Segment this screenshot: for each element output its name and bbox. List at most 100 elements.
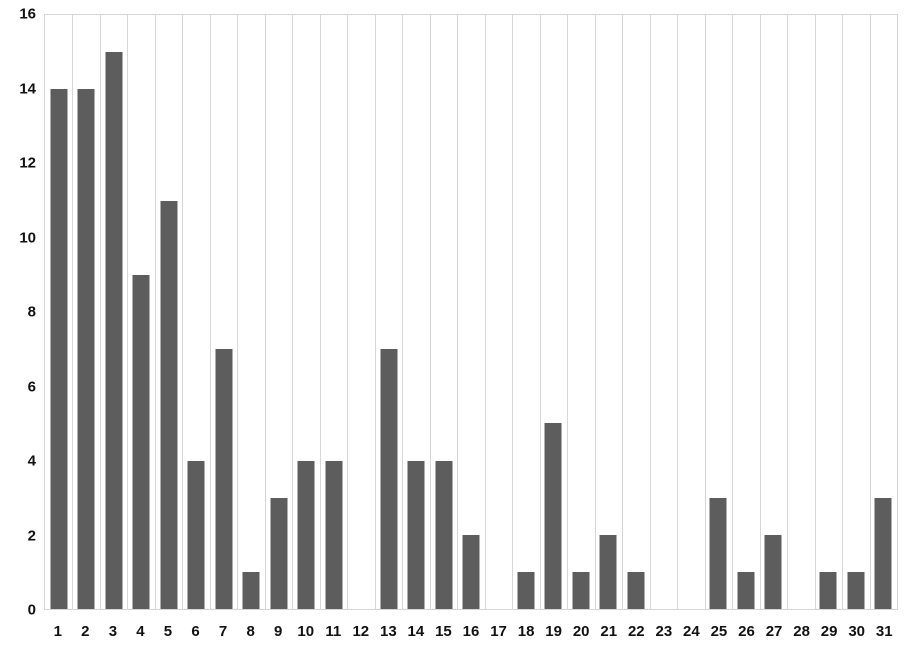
- bar-day-16: [462, 534, 480, 609]
- bar-day-30: [847, 571, 865, 609]
- vertical-gridline: [814, 15, 816, 609]
- y-tick-label-6: 6: [27, 378, 36, 395]
- x-tick-label-27: 27: [765, 623, 783, 640]
- bar-day-5: [160, 200, 178, 609]
- vertical-gridline: [594, 15, 596, 609]
- bar-day-15: [435, 460, 453, 609]
- bar-day-8: [242, 571, 260, 609]
- bar-day-29: [819, 571, 837, 609]
- x-tick-label-31: 31: [875, 623, 893, 640]
- bar-day-10: [297, 460, 315, 609]
- bar-day-3: [105, 52, 123, 609]
- x-tick-label-18: 18: [517, 623, 535, 640]
- x-tick-label-21: 21: [600, 623, 618, 640]
- x-tick-label-14: 14: [407, 623, 425, 640]
- y-tick-label-0: 0: [27, 601, 36, 619]
- x-tick-label-5: 5: [163, 623, 173, 640]
- x-tick-label-12: 12: [352, 623, 370, 640]
- x-tick-label-9: 9: [273, 623, 283, 640]
- bar-day-22: [627, 571, 645, 609]
- vertical-gridline: [622, 15, 624, 609]
- x-tick-label-25: 25: [710, 623, 728, 640]
- x-tick-label-13: 13: [380, 623, 397, 640]
- vertical-gridline: [484, 15, 486, 609]
- x-tick-label-26: 26: [738, 623, 755, 640]
- vertical-gridline: [99, 15, 101, 609]
- x-tick-label-3: 3: [108, 623, 118, 640]
- vertical-gridline: [759, 15, 761, 609]
- vertical-gridline: [292, 15, 294, 609]
- vertical-gridline: [567, 15, 569, 609]
- plot-area: [44, 14, 898, 610]
- bar-day-11: [325, 460, 343, 609]
- x-tick-label-2: 2: [81, 623, 90, 640]
- x-axis: 1 2 3 4 5 6 7 8 9 10 11 12 13 14 15 16 17 18 19 20 21 22 23 24 2…: [44, 610, 898, 650]
- bar-day-25: [709, 497, 727, 609]
- vertical-gridline: [154, 15, 156, 609]
- bar-day-7: [215, 349, 233, 609]
- bar-day-19: [544, 423, 562, 609]
- bar-day-2: [77, 89, 95, 609]
- bar-day-1: [50, 89, 68, 609]
- vertical-gridline: [732, 15, 734, 609]
- vertical-gridline: [539, 15, 541, 609]
- y-tick-label-2: 2: [27, 527, 36, 544]
- vertical-gridline: [347, 15, 349, 609]
- bar-day-4: [132, 274, 150, 609]
- vertical-gridline: [649, 15, 651, 609]
- y-axis: 0 2 4 6 8 10 12 14 16: [0, 7, 36, 618]
- x-tick-label-11: 11: [325, 623, 342, 640]
- vertical-gridline: [457, 15, 459, 609]
- x-tick-label-15: 15: [435, 623, 452, 640]
- vertical-gridline: [182, 15, 184, 609]
- vertical-gridline: [704, 15, 706, 609]
- vertical-gridline: [319, 15, 321, 609]
- x-tick-label-16: 16: [462, 623, 480, 640]
- bar-day-6: [187, 460, 205, 609]
- x-tick-label-29: 29: [820, 623, 838, 640]
- vertical-gridline: [264, 15, 266, 609]
- y-tick-label-4: 4: [27, 452, 36, 470]
- vertical-gridline: [842, 15, 844, 609]
- bar-day-9: [270, 497, 288, 609]
- vertical-gridline: [869, 15, 871, 609]
- y-tick-label-12: 12: [19, 154, 36, 172]
- x-tick-label-20: 20: [572, 623, 590, 640]
- bar-day-31: [874, 497, 892, 609]
- x-tick-label-19: 19: [545, 623, 562, 640]
- x-tick-label-1: 1: [53, 623, 62, 640]
- vertical-gridline: [677, 15, 679, 609]
- bar-day-13: [380, 349, 398, 609]
- x-tick-label-23: 23: [655, 623, 673, 640]
- vertical-gridline: [787, 15, 789, 609]
- bar-day-14: [407, 460, 425, 609]
- x-tick-label-17: 17: [490, 623, 507, 640]
- x-tick-label-28: 28: [793, 623, 810, 640]
- y-tick-label-14: 14: [19, 80, 36, 97]
- bar-day-21: [599, 534, 617, 609]
- x-tick-label-6: 6: [191, 623, 200, 640]
- vertical-gridline: [512, 15, 514, 609]
- vertical-gridline: [237, 15, 239, 609]
- x-tick-label-8: 8: [246, 623, 255, 640]
- vertical-gridline: [209, 15, 211, 609]
- vertical-gridline: [127, 15, 129, 609]
- x-tick-label-30: 30: [848, 623, 866, 640]
- vertical-gridline: [429, 15, 431, 609]
- vertical-gridline: [72, 15, 74, 609]
- y-tick-label-10: 10: [19, 229, 36, 246]
- x-tick-label-10: 10: [297, 623, 315, 640]
- y-tick-label-8: 8: [27, 303, 36, 321]
- bar-day-26: [737, 571, 755, 609]
- vertical-gridline: [402, 15, 404, 609]
- bar-day-20: [572, 571, 590, 609]
- x-tick-label-22: 22: [627, 623, 645, 640]
- x-tick-label-24: 24: [683, 623, 700, 640]
- bar-day-27: [764, 534, 782, 609]
- vertical-gridline: [374, 15, 376, 609]
- x-tick-label-7: 7: [218, 623, 228, 640]
- y-tick-label-16: 16: [19, 5, 36, 23]
- bar-day-18: [517, 571, 535, 609]
- x-tick-label-4: 4: [136, 623, 145, 640]
